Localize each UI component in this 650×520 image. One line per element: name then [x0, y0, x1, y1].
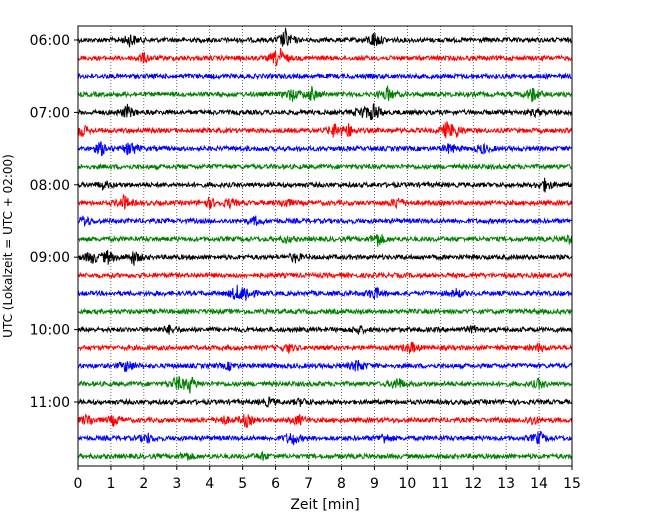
grid-lines	[110, 26, 540, 466]
x-tick-label: 1	[106, 476, 115, 492]
x-tick-label: 7	[304, 476, 313, 492]
trace-1030	[77, 359, 573, 373]
trace-1145	[77, 450, 573, 461]
trace-1045	[77, 375, 573, 394]
y-tick-label: 07:00	[30, 105, 70, 121]
y-tick-label: 09:00	[30, 250, 70, 266]
trace-0900	[77, 249, 573, 266]
x-tick-label: 11	[431, 476, 449, 492]
y-tick-label: 10:00	[30, 323, 70, 339]
trace-0930	[77, 284, 573, 301]
trace-0745	[77, 162, 573, 171]
x-tick-label: 5	[238, 476, 247, 492]
trace-1115	[77, 413, 573, 429]
x-tick-label: 8	[337, 476, 346, 492]
trace-0830	[77, 215, 573, 228]
trace-0800	[77, 177, 573, 193]
y-tick-label: 11:00	[30, 395, 70, 411]
x-axis: 0 1 2 3 4 5 6 7 8 9 10 11 12 13 14 15	[74, 466, 581, 492]
y-axis-label: UTC (Lokalzeit = UTC + 02:00)	[1, 154, 15, 338]
trace-1000	[77, 324, 573, 336]
trace-1015	[77, 341, 573, 354]
trace-0915	[77, 271, 573, 280]
y-tick-label: 08:00	[30, 178, 70, 194]
x-tick-label: 2	[139, 476, 148, 492]
y-tick-label: 06:00	[30, 33, 70, 49]
trace-0715	[77, 121, 573, 139]
x-tick-label: 4	[205, 476, 214, 492]
x-tick-label: 3	[172, 476, 181, 492]
x-tick-label: 12	[464, 476, 482, 492]
trace-0615	[77, 47, 573, 67]
x-tick-label: 0	[74, 476, 83, 492]
trace-1100	[77, 396, 573, 408]
x-tick-label: 14	[530, 476, 548, 492]
x-tick-label: 15	[563, 476, 581, 492]
trace-1130	[77, 430, 573, 446]
x-tick-label: 9	[370, 476, 379, 492]
trace-0815	[77, 193, 573, 210]
trace-0630	[77, 72, 573, 81]
traces-group	[77, 27, 573, 461]
trace-0645	[77, 85, 573, 103]
trace-0600	[77, 27, 573, 48]
trace-0945	[77, 307, 573, 316]
x-tick-label: 6	[271, 476, 280, 492]
trace-0845	[77, 233, 573, 247]
x-tick-label: 10	[398, 476, 416, 492]
x-tick-label: 13	[497, 476, 515, 492]
y-axis: 06:00 07:00 08:00 09:00 10:00 11:00	[30, 33, 78, 411]
trace-0730	[77, 141, 573, 157]
plot-background	[78, 26, 572, 466]
plot-frame	[77, 25, 573, 467]
trace-0700	[77, 102, 573, 121]
x-axis-label: Zeit [min]	[290, 497, 359, 513]
